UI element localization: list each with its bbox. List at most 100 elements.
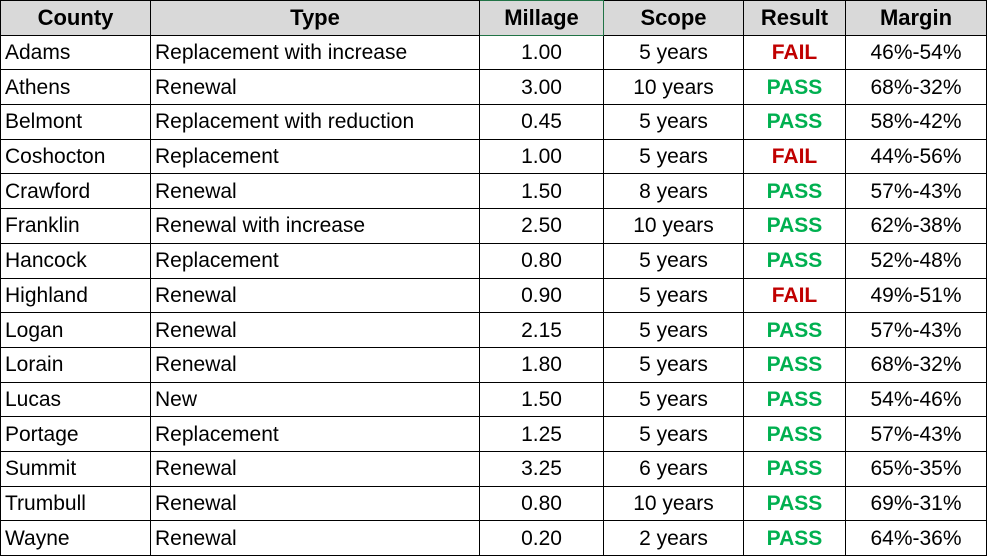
millage-cell[interactable]: 0.80 bbox=[479, 242, 604, 279]
result-cell[interactable]: PASS bbox=[743, 208, 846, 244]
county-cell[interactable]: Logan bbox=[0, 312, 151, 348]
result-cell[interactable]: PASS bbox=[743, 312, 846, 348]
result-cell[interactable]: PASS bbox=[743, 69, 846, 106]
margin-cell[interactable]: 69%-31% bbox=[845, 485, 987, 522]
county-cell[interactable]: Belmont bbox=[0, 104, 151, 140]
type-cell[interactable]: Replacement with reduction bbox=[150, 104, 480, 140]
county-cell[interactable]: Lorain bbox=[0, 346, 151, 383]
margin-cell[interactable]: 62%-38% bbox=[845, 208, 987, 244]
type-cell[interactable]: Renewal bbox=[150, 312, 480, 348]
header-result[interactable]: Result bbox=[743, 0, 846, 36]
table-row: Franklin Renewal with increase 2.50 10 y… bbox=[0, 208, 987, 244]
type-cell[interactable]: Renewal bbox=[150, 277, 480, 314]
header-type[interactable]: Type bbox=[150, 0, 480, 36]
type-cell[interactable]: Renewal bbox=[150, 173, 480, 210]
header-scope[interactable]: Scope bbox=[603, 0, 744, 36]
millage-cell[interactable]: 0.80 bbox=[479, 485, 604, 522]
type-cell[interactable]: New bbox=[150, 381, 480, 418]
scope-cell[interactable]: 5 years bbox=[603, 416, 744, 452]
margin-cell[interactable]: 65%-35% bbox=[845, 450, 987, 487]
county-cell[interactable]: Coshocton bbox=[0, 138, 151, 175]
county-cell[interactable]: Trumbull bbox=[0, 485, 151, 522]
millage-cell[interactable]: 0.45 bbox=[479, 104, 604, 140]
result-cell[interactable]: FAIL bbox=[743, 34, 846, 71]
result-cell[interactable]: PASS bbox=[743, 416, 846, 452]
scope-cell[interactable]: 5 years bbox=[603, 346, 744, 383]
header-millage[interactable]: Millage bbox=[479, 0, 604, 36]
table-row: Coshocton Replacement 1.00 5 years FAIL … bbox=[0, 138, 987, 175]
margin-cell[interactable]: 44%-56% bbox=[845, 138, 987, 175]
type-cell[interactable]: Renewal bbox=[150, 346, 480, 383]
type-cell[interactable]: Renewal bbox=[150, 520, 480, 556]
header-margin[interactable]: Margin bbox=[845, 0, 987, 36]
scope-cell[interactable]: 8 years bbox=[603, 173, 744, 210]
millage-cell[interactable]: 0.90 bbox=[479, 277, 604, 314]
millage-cell[interactable]: 1.50 bbox=[479, 173, 604, 210]
result-cell[interactable]: PASS bbox=[743, 381, 846, 418]
county-cell[interactable]: Crawford bbox=[0, 173, 151, 210]
county-cell[interactable]: Franklin bbox=[0, 208, 151, 244]
margin-cell[interactable]: 58%-42% bbox=[845, 104, 987, 140]
millage-cell[interactable]: 1.25 bbox=[479, 416, 604, 452]
scope-cell[interactable]: 5 years bbox=[603, 277, 744, 314]
margin-cell[interactable]: 57%-43% bbox=[845, 312, 987, 348]
scope-cell[interactable]: 5 years bbox=[603, 138, 744, 175]
margin-cell[interactable]: 64%-36% bbox=[845, 520, 987, 556]
type-cell[interactable]: Replacement bbox=[150, 416, 480, 452]
result-cell[interactable]: PASS bbox=[743, 485, 846, 522]
millage-cell[interactable]: 1.00 bbox=[479, 34, 604, 71]
scope-cell[interactable]: 10 years bbox=[603, 208, 744, 244]
millage-cell[interactable]: 3.00 bbox=[479, 69, 604, 106]
result-cell[interactable]: FAIL bbox=[743, 138, 846, 175]
millage-cell[interactable]: 1.80 bbox=[479, 346, 604, 383]
scope-cell[interactable]: 5 years bbox=[603, 104, 744, 140]
result-cell[interactable]: PASS bbox=[743, 173, 846, 210]
millage-cell[interactable]: 2.15 bbox=[479, 312, 604, 348]
type-cell[interactable]: Renewal bbox=[150, 485, 480, 522]
result-cell[interactable]: PASS bbox=[743, 450, 846, 487]
result-cell[interactable]: PASS bbox=[743, 242, 846, 279]
scope-cell[interactable]: 10 years bbox=[603, 485, 744, 522]
margin-cell[interactable]: 46%-54% bbox=[845, 34, 987, 71]
result-cell[interactable]: FAIL bbox=[743, 277, 846, 314]
millage-cell[interactable]: 0.20 bbox=[479, 520, 604, 556]
type-cell[interactable]: Replacement bbox=[150, 242, 480, 279]
result-cell[interactable]: PASS bbox=[743, 104, 846, 140]
margin-cell[interactable]: 68%-32% bbox=[845, 69, 987, 106]
millage-cell[interactable]: 1.50 bbox=[479, 381, 604, 418]
county-cell[interactable]: Lucas bbox=[0, 381, 151, 418]
millage-cell[interactable]: 2.50 bbox=[479, 208, 604, 244]
margin-cell[interactable]: 54%-46% bbox=[845, 381, 987, 418]
result-cell[interactable]: PASS bbox=[743, 520, 846, 556]
type-cell[interactable]: Renewal bbox=[150, 69, 480, 106]
scope-cell[interactable]: 5 years bbox=[603, 381, 744, 418]
county-cell[interactable]: Wayne bbox=[0, 520, 151, 556]
result-cell[interactable]: PASS bbox=[743, 346, 846, 383]
county-cell[interactable]: Adams bbox=[0, 34, 151, 71]
margin-cell[interactable]: 49%-51% bbox=[845, 277, 987, 314]
scope-cell[interactable]: 5 years bbox=[603, 242, 744, 279]
scope-cell[interactable]: 6 years bbox=[603, 450, 744, 487]
county-cell[interactable]: Hancock bbox=[0, 242, 151, 279]
type-cell[interactable]: Replacement with increase bbox=[150, 34, 480, 71]
county-cell[interactable]: Portage bbox=[0, 416, 151, 452]
county-cell[interactable]: Summit bbox=[0, 450, 151, 487]
type-cell[interactable]: Replacement bbox=[150, 138, 480, 175]
millage-cell[interactable]: 3.25 bbox=[479, 450, 604, 487]
scope-cell[interactable]: 5 years bbox=[603, 34, 744, 71]
margin-cell[interactable]: 52%-48% bbox=[845, 242, 987, 279]
county-cell[interactable]: Highland bbox=[0, 277, 151, 314]
scope-cell[interactable]: 5 years bbox=[603, 312, 744, 348]
margin-cell[interactable]: 57%-43% bbox=[845, 173, 987, 210]
margin-cell[interactable]: 68%-32% bbox=[845, 346, 987, 383]
county-cell[interactable]: Athens bbox=[0, 69, 151, 106]
type-cell[interactable]: Renewal bbox=[150, 450, 480, 487]
millage-cell[interactable]: 1.00 bbox=[479, 138, 604, 175]
scope-cell[interactable]: 2 years bbox=[603, 520, 744, 556]
header-county[interactable]: County bbox=[0, 0, 151, 36]
scope-cell[interactable]: 10 years bbox=[603, 69, 744, 106]
table-row: Belmont Replacement with reduction 0.45 … bbox=[0, 104, 987, 140]
margin-cell[interactable]: 57%-43% bbox=[845, 416, 987, 452]
type-cell[interactable]: Renewal with increase bbox=[150, 208, 480, 244]
